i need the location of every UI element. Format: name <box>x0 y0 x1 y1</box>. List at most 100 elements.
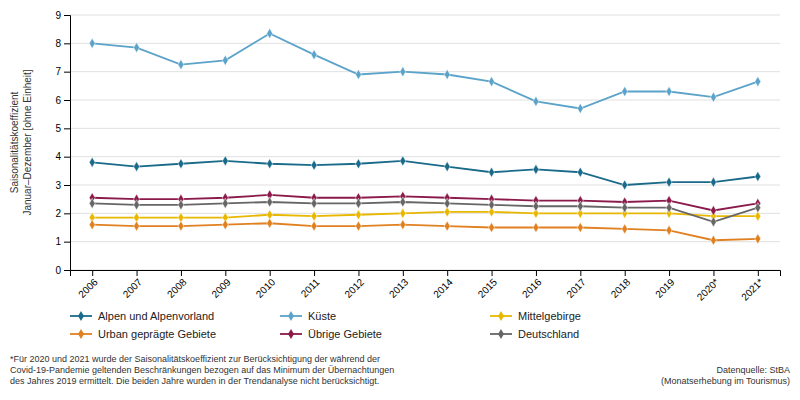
text-line: Covid-19-Pandemie geltenden Beschränkung… <box>10 365 394 375</box>
legend-item: Mittelgebirge <box>490 310 581 322</box>
series-marker <box>577 167 583 177</box>
x-tick-mark <box>92 270 93 276</box>
series-marker <box>755 171 761 181</box>
x-axis-line <box>71 271 781 277</box>
legend-item: Urban geprägte Gebiete <box>70 328 216 340</box>
series-marker <box>222 55 228 65</box>
series-marker <box>622 203 628 213</box>
series-marker <box>400 208 406 218</box>
series-marker <box>622 224 628 234</box>
x-tick-label: 2014 <box>431 276 455 300</box>
legend-label: Deutschland <box>518 328 579 340</box>
x-tick: 2006 <box>76 270 100 300</box>
y-tick-mark <box>64 72 70 73</box>
text-line: des Jahres 2019 ermittelt. Die beiden Ja… <box>10 376 379 386</box>
y-tick-mark <box>64 185 70 186</box>
y-tick: 5 <box>55 123 70 134</box>
footnote: *Für 2020 und 2021 wurde der Saisonalitä… <box>10 354 394 386</box>
x-axis: 2006200720082009201020112012201320142015… <box>71 270 781 303</box>
legend: Alpen und AlpenvorlandKüsteMittelgebirge… <box>70 310 581 340</box>
series-marker <box>444 221 450 231</box>
series-line <box>92 161 758 185</box>
x-tick-mark <box>403 270 404 276</box>
series-marker <box>355 159 361 169</box>
y-tick-label: 0 <box>55 265 61 276</box>
series-marker <box>311 221 317 231</box>
series-marker <box>622 180 628 190</box>
series-marker <box>89 220 95 230</box>
x-tick-label: 2011 <box>299 276 322 299</box>
x-tick-label: 2017 <box>564 276 588 300</box>
legend-swatch-marker <box>498 311 504 321</box>
series-line <box>92 202 758 222</box>
x-tick: 2015 <box>476 270 500 300</box>
x-tick-label: 2016 <box>520 276 544 300</box>
series-group <box>89 28 761 245</box>
legend-label: Alpen und Alpenvorland <box>98 310 214 322</box>
x-tick-mark <box>580 270 581 276</box>
y-tick: 6 <box>55 95 70 106</box>
x-tick-mark <box>625 270 626 276</box>
series-marker <box>755 234 761 244</box>
grid-line <box>70 128 780 129</box>
series-marker <box>577 222 583 232</box>
grid-line <box>70 71 780 72</box>
legend-swatch-marker <box>288 329 294 339</box>
y-tick-label: 4 <box>55 151 61 162</box>
y-tick: 7 <box>55 66 70 77</box>
series-marker <box>400 67 406 77</box>
series-line <box>92 33 758 108</box>
x-tick-mark <box>358 270 359 276</box>
series-marker <box>666 86 672 96</box>
series-marker <box>710 205 716 215</box>
series-marker <box>710 92 716 102</box>
y-tick-mark <box>64 213 70 214</box>
series-marker <box>89 38 95 48</box>
y-tick-label: 3 <box>55 180 61 191</box>
series <box>89 207 761 223</box>
x-tick: 2009 <box>209 270 233 300</box>
legend-item: Deutschland <box>490 328 579 340</box>
series-marker <box>755 76 761 86</box>
source: Datenquelle: StBA(Monatserhebung im Tour… <box>661 365 790 386</box>
grid <box>70 15 780 270</box>
x-tick-mark <box>492 270 493 276</box>
plot-area: 0123456789200620072008200920102011201220… <box>55 10 780 303</box>
grid-line <box>70 15 780 16</box>
grid-line <box>70 100 780 101</box>
series-marker <box>134 161 140 171</box>
series-marker <box>533 201 539 211</box>
series-marker <box>444 161 450 171</box>
series <box>89 197 761 227</box>
x-tick: 2014 <box>431 270 455 300</box>
y-tick-mark <box>64 270 70 271</box>
y-tick: 1 <box>55 236 70 247</box>
series-marker <box>311 160 317 170</box>
y-tick-mark <box>64 128 70 129</box>
series-marker <box>89 157 95 167</box>
series-marker <box>267 197 273 207</box>
series <box>89 156 761 190</box>
x-tick: 2019 <box>653 270 677 300</box>
series-marker <box>489 167 495 177</box>
series <box>89 218 761 245</box>
grid-line <box>70 185 780 186</box>
legend-swatch-marker <box>78 311 84 321</box>
series-marker <box>444 198 450 208</box>
y-axis-title: SaisonalitätskoeffizientJanuar–Dezember … <box>9 69 33 215</box>
series-marker <box>400 220 406 230</box>
series-marker <box>577 103 583 113</box>
series-marker <box>178 200 184 210</box>
x-tick: 2011 <box>299 270 322 299</box>
legend-item: Alpen und Alpenvorland <box>70 310 214 322</box>
series-marker <box>355 210 361 220</box>
legend-label: Urban geprägte Gebiete <box>98 328 216 340</box>
x-tick: 2017 <box>564 270 588 300</box>
y-tick-label: 2 <box>55 208 61 219</box>
y-tick: 4 <box>55 151 70 162</box>
text-line: Saisonalitätskoeffizient <box>9 92 20 194</box>
series-marker <box>489 200 495 210</box>
series-marker <box>533 222 539 232</box>
chart-container: 0123456789200620072008200920102011201220… <box>0 0 800 400</box>
series-marker <box>134 42 140 52</box>
